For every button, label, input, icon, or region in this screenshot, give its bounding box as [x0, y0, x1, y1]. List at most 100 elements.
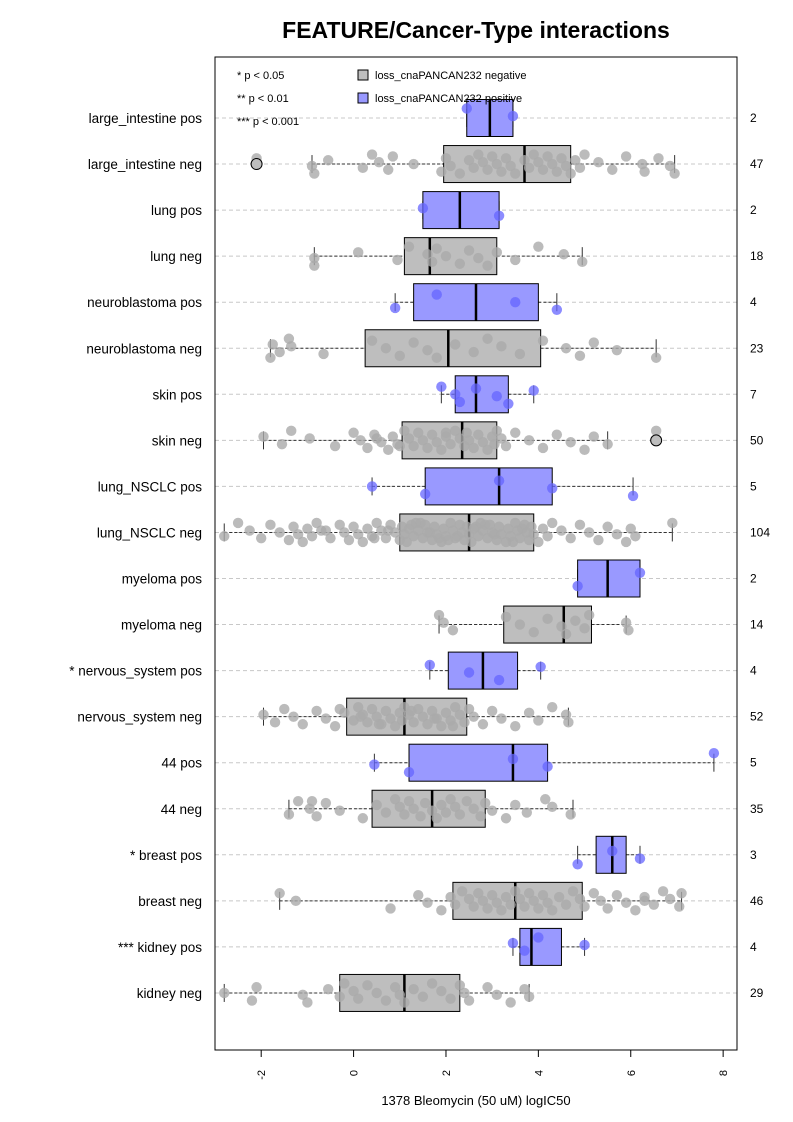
data-point: [309, 168, 320, 179]
data-point: [353, 701, 364, 713]
data-point: [486, 889, 498, 901]
row-label: * nervous_system pos: [69, 664, 202, 679]
data-point: [422, 719, 433, 730]
row-label: neuroblastoma pos: [87, 295, 202, 310]
data-point: [459, 717, 470, 728]
data-point: [620, 897, 632, 908]
data-point: [403, 241, 415, 252]
data-point: [514, 619, 526, 630]
data-point: [438, 617, 449, 628]
data-point: [537, 889, 549, 901]
data-point: [634, 567, 646, 578]
data-point: [491, 897, 502, 908]
row-label: 44 neg: [161, 802, 202, 817]
data-point: [648, 899, 660, 910]
data-point: [579, 939, 590, 951]
data-point: [292, 795, 304, 807]
row-count: 18: [750, 249, 764, 263]
data-point: [468, 711, 479, 722]
data-point: [258, 431, 269, 442]
data-point: [482, 444, 493, 456]
data-point: [468, 346, 479, 358]
data-point: [468, 901, 479, 912]
data-point: [369, 532, 380, 544]
data-point: [574, 162, 586, 174]
data-points: [219, 103, 720, 1008]
data-point: [440, 250, 452, 262]
data-point: [565, 532, 576, 544]
data-point: [491, 158, 502, 170]
data-point: [389, 720, 401, 732]
data-point: [463, 435, 475, 446]
row-label: myeloma neg: [121, 618, 202, 633]
data-point: [602, 521, 613, 532]
data-point: [463, 155, 475, 166]
x-tick-label: 6: [626, 1070, 638, 1076]
data-point: [551, 166, 563, 177]
x-tick-label: 2: [441, 1070, 453, 1076]
data-point: [290, 895, 302, 907]
outlier-point: [650, 434, 663, 447]
data-point: [311, 517, 322, 529]
data-point: [574, 519, 586, 531]
data-point: [523, 888, 535, 899]
data-point: [385, 713, 396, 724]
data-point: [447, 720, 459, 732]
data-point: [547, 158, 558, 170]
data-point: [500, 440, 512, 452]
data-point: [500, 813, 512, 824]
data-point: [302, 997, 313, 1008]
data-point: [433, 609, 445, 621]
data-point: [560, 343, 572, 354]
data-point: [454, 980, 466, 991]
data-point: [440, 153, 452, 164]
data-point: [627, 490, 639, 502]
row-label: lung neg: [150, 249, 202, 264]
boxes: [223, 99, 715, 1012]
data-point: [461, 103, 472, 114]
data-point: [570, 155, 581, 166]
data-point: [523, 707, 535, 719]
legend-entry-negative: loss_cnaPANCAN232 negative: [375, 70, 526, 82]
data-point: [477, 895, 489, 907]
data-point: [507, 110, 519, 122]
data-point: [286, 341, 297, 352]
data-point: [436, 444, 447, 456]
data-point: [454, 809, 466, 820]
data-point: [320, 525, 332, 536]
data-point: [602, 903, 613, 914]
data-point: [523, 435, 535, 446]
data-point: [219, 531, 230, 542]
row-label: neuroblastoma neg: [86, 341, 202, 356]
data-point: [519, 945, 530, 956]
data-point: [429, 713, 440, 724]
data-point: [366, 149, 378, 160]
data-point: [274, 346, 285, 358]
row-count: 52: [750, 710, 764, 724]
data-point: [533, 932, 544, 943]
row-count: 4: [750, 664, 757, 678]
data-point: [413, 889, 424, 901]
data-point: [505, 997, 516, 1008]
data-point: [424, 659, 436, 671]
data-point: [510, 254, 521, 266]
data-point: [491, 391, 502, 402]
data-point: [516, 523, 528, 534]
data-point: [258, 709, 269, 720]
data-point: [634, 853, 646, 864]
data-point: [547, 801, 558, 813]
data-point: [219, 987, 230, 999]
data-point: [486, 151, 498, 162]
data-point: [630, 531, 641, 542]
data-point: [440, 707, 452, 719]
data-point: [406, 705, 417, 717]
data-point: [463, 703, 475, 715]
data-point: [362, 442, 373, 454]
data-point: [436, 381, 447, 392]
data-point: [283, 534, 295, 546]
data-point: [387, 151, 399, 162]
data-point: [399, 997, 410, 1008]
data-point: [468, 803, 479, 814]
data-point: [355, 435, 366, 446]
data-point: [265, 352, 276, 363]
